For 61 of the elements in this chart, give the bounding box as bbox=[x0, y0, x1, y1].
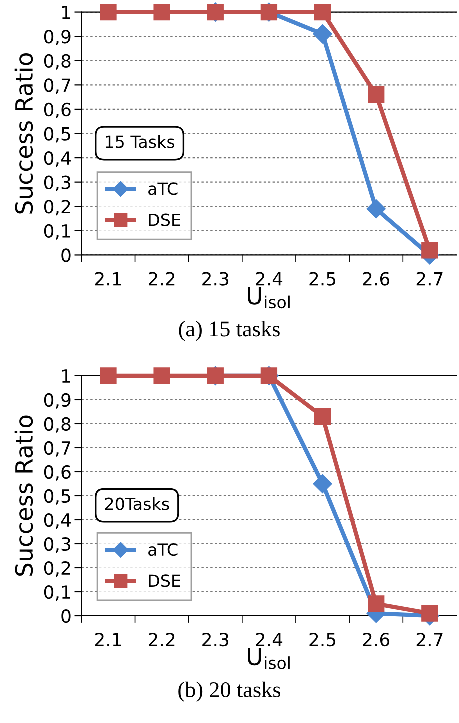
x-tick-label: 2.2 bbox=[149, 632, 175, 646]
y-tick-label: 0 bbox=[62, 609, 71, 624]
point bbox=[366, 200, 386, 219]
y-tick-label: 0,4 bbox=[44, 513, 71, 529]
y-tick-label: 0,2 bbox=[44, 561, 70, 577]
point bbox=[368, 596, 385, 612]
legend-label: DSE bbox=[149, 574, 180, 588]
point bbox=[154, 368, 170, 384]
point bbox=[368, 86, 385, 104]
x-tick-label: 2.2 bbox=[149, 272, 175, 286]
point bbox=[314, 408, 332, 426]
x-tick-label: 2.6 bbox=[363, 272, 390, 286]
y-tick-label: 0,9 bbox=[44, 30, 71, 46]
y-tick-label: 1 bbox=[62, 6, 70, 20]
y-tick-label: 0,3 bbox=[44, 176, 71, 192]
annotation: 15 Tasks bbox=[106, 135, 175, 148]
text: (a) 15 tasks bbox=[179, 321, 280, 342]
x-tick-label: 2.7 bbox=[416, 632, 443, 646]
y-tick-label: 0,7 bbox=[44, 441, 70, 457]
y-tick-label: 0,6 bbox=[44, 102, 71, 118]
y-tick-label: 0,1 bbox=[44, 585, 70, 601]
y-tick-label: 0,3 bbox=[44, 537, 71, 553]
point bbox=[314, 4, 332, 21]
point bbox=[422, 242, 438, 259]
point bbox=[100, 368, 117, 384]
point bbox=[422, 605, 438, 622]
y-tick-label: 1 bbox=[62, 370, 70, 383]
text: (b) 20 tasks bbox=[178, 682, 281, 702]
point bbox=[313, 24, 332, 44]
y-tick-label: 0,8 bbox=[44, 417, 71, 433]
y-axis-title: Success Ratio bbox=[14, 416, 34, 576]
point bbox=[100, 4, 117, 21]
legend-label: aTC bbox=[148, 543, 178, 556]
point bbox=[154, 4, 170, 21]
legend-label: DSE bbox=[149, 214, 180, 226]
y-tick-label: 0,4 bbox=[44, 152, 71, 168]
x-tick-label: 2.4 bbox=[256, 632, 283, 646]
y-tick-label: 0,1 bbox=[44, 224, 70, 240]
legend-label: aTC bbox=[148, 182, 178, 196]
x-axis-title: U$_{isol}$ bbox=[248, 648, 290, 670]
x-axis-title: U$_{isol}$ bbox=[248, 287, 290, 309]
y-tick-label: 0,5 bbox=[44, 489, 70, 505]
x-tick-label: 2.4 bbox=[256, 272, 283, 286]
y-tick-label: 0,6 bbox=[44, 465, 71, 481]
x-tick-label: 2.1 bbox=[95, 632, 122, 646]
y-tick-label: 0,8 bbox=[44, 54, 71, 70]
y-tick-label: 0,2 bbox=[44, 200, 70, 216]
x-tick-label: 2.7 bbox=[416, 272, 443, 286]
x-tick-label: 2.3 bbox=[202, 272, 229, 286]
y-tick-label: 0,7 bbox=[44, 78, 70, 94]
x-tick-label: 2.5 bbox=[310, 632, 336, 647]
y-axis-title: Success Ratio bbox=[14, 53, 34, 214]
y-tick-label: 0,5 bbox=[44, 127, 70, 143]
y-tick-label: 0,9 bbox=[44, 393, 71, 409]
y-tick-label: 0 bbox=[62, 248, 71, 262]
x-tick-label: 2.3 bbox=[202, 632, 229, 647]
point bbox=[313, 474, 332, 494]
x-tick-label: 2.6 bbox=[363, 632, 390, 647]
x-tick-label: 2.1 bbox=[95, 272, 122, 286]
annotation: 20Tasks bbox=[105, 498, 170, 510]
x-tick-label: 2.5 bbox=[310, 272, 336, 286]
